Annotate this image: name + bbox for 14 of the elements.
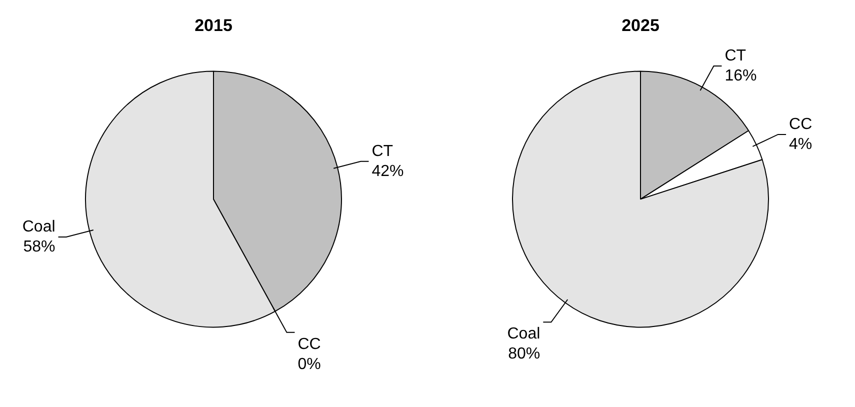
slice-label: CC (789, 116, 812, 133)
slice-label: CT (724, 47, 746, 64)
slice-label: Coal (507, 326, 540, 343)
chart-title: 2015 (194, 16, 232, 35)
slice-label: CT (372, 142, 394, 160)
legend-label: CC (298, 336, 321, 353)
chart-title: 2025 (622, 16, 660, 35)
slice-label: Coal (22, 218, 56, 236)
data-label: 58% (23, 238, 56, 256)
data-label: 16% (724, 67, 757, 84)
data-label: 42% (372, 162, 404, 180)
data-label: 4% (789, 136, 812, 153)
data-label: 80% (508, 346, 540, 363)
text: 0% (298, 356, 321, 373)
